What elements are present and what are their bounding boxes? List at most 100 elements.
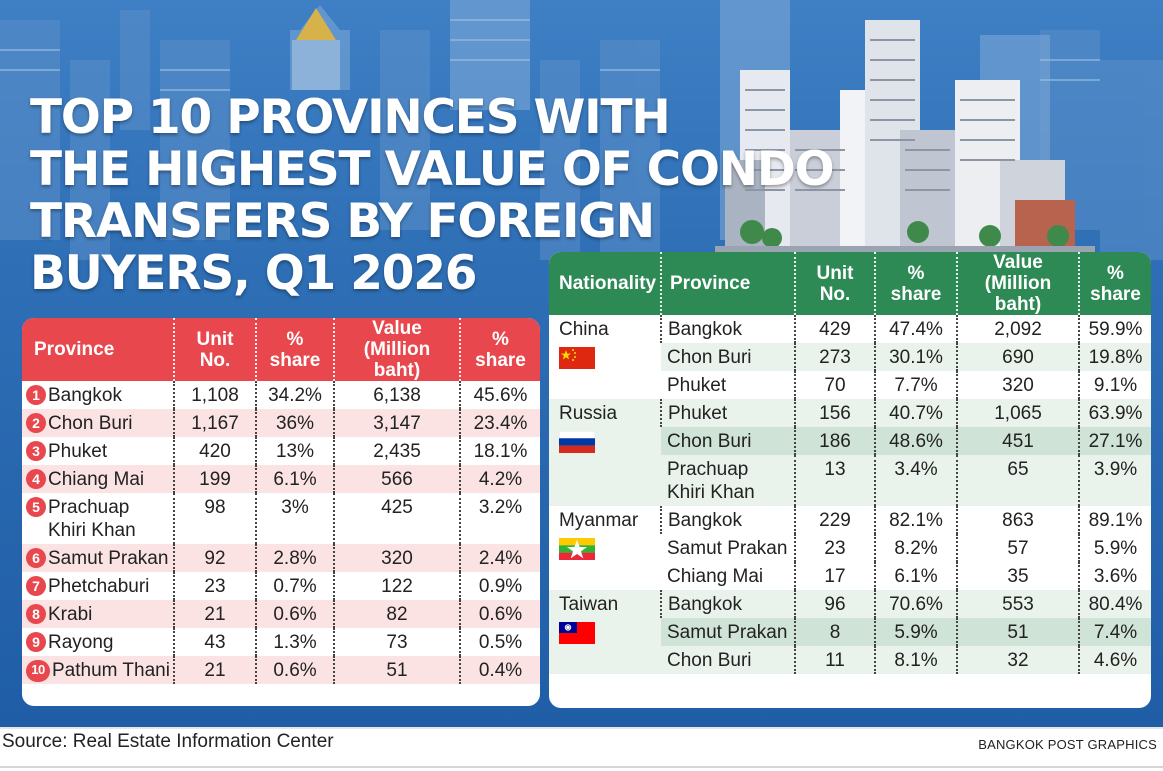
myanmar-flag-icon	[559, 538, 595, 560]
value-cell: 23.4%	[459, 409, 540, 437]
value-cell: 70	[794, 371, 875, 399]
value-cell: 17	[794, 562, 875, 590]
value-cell: 3%	[255, 493, 334, 544]
header-text: Value	[993, 252, 1043, 273]
value-cell: 0.4%	[459, 656, 540, 684]
table-row: Prachuap Khiri Khan 13 3.4% 65 3.9%	[549, 455, 1151, 506]
value-cell: 199	[173, 465, 256, 493]
header-text: %	[1107, 262, 1124, 284]
value-cell: 122	[333, 572, 460, 600]
value-cell: 40.7%	[874, 399, 957, 427]
value-cell: 3,147	[333, 409, 460, 437]
province-cell: Chon Buri	[667, 347, 752, 368]
table-row: 4 Chiang Mai 199 6.1% 566 4.2%	[22, 465, 540, 493]
value-cell: 82.1%	[874, 506, 957, 534]
rank-badge: 10	[26, 660, 50, 682]
province-cell: 1 Bangkok	[22, 381, 174, 409]
table-row: 8 Krabi 21 0.6% 82 0.6%	[22, 600, 540, 628]
value-cell: 7.7%	[874, 371, 957, 399]
province-cell: Bangkok	[660, 506, 795, 534]
value-cell: 186	[794, 427, 875, 455]
table-row: Myanmar Bangkok 229 82.1% 863 89.1%	[549, 506, 1151, 560]
table-row: 3 Phuket 420 13% 2,435 18.1%	[22, 437, 540, 465]
col-header-province: Province	[660, 252, 795, 315]
province-name: Bangkok	[48, 385, 122, 406]
value-cell: 1,167	[173, 409, 256, 437]
value-cell: 863	[956, 506, 1079, 534]
table-header-row: Province Unit No. % share Value (Million b…	[22, 318, 540, 381]
value-cell: 229	[794, 506, 875, 534]
header-text: Unit No.	[816, 262, 854, 305]
value-cell: 6,138	[333, 381, 460, 409]
value-cell: 48.6%	[874, 427, 957, 455]
title-line-4: BUYERS, Q1 2026	[30, 246, 477, 301]
value-cell: 8	[794, 618, 875, 646]
value-cell: 57	[956, 534, 1079, 562]
value-cell: 36%	[255, 409, 334, 437]
value-cell: 13%	[255, 437, 334, 465]
bottom-divider	[0, 766, 1163, 768]
value-cell: 4.6%	[1078, 646, 1151, 674]
header-text: Value	[372, 318, 422, 339]
rank-badge: 9	[26, 632, 46, 652]
table-row: 10 Pathum Thani 21 0.6% 51 0.4%	[22, 656, 540, 684]
province-name: Rayong	[48, 632, 114, 653]
col-header-unit: Unit No.	[173, 318, 256, 381]
title-line-1: TOP 10 PROVINCES WITH	[30, 90, 671, 145]
china-flag-icon	[559, 347, 595, 369]
value-cell: 21	[173, 600, 256, 628]
value-cell: 19.8%	[1078, 343, 1151, 371]
header-text: Province	[34, 339, 115, 360]
value-cell: 59.9%	[1078, 315, 1151, 343]
value-cell: 32	[956, 646, 1079, 674]
province-cell: 4 Chiang Mai	[22, 465, 174, 493]
value-cell: 320	[333, 544, 460, 572]
province-cell: 9 Rayong	[22, 628, 174, 656]
header-text: Province	[670, 273, 751, 294]
value-cell: 47.4%	[874, 315, 957, 343]
value-cell: 3.4%	[874, 455, 957, 506]
value-cell: 51	[333, 656, 460, 684]
rank-badge: 3	[26, 441, 46, 461]
province-cell: Bangkok	[660, 590, 795, 618]
value-cell: 27.1%	[1078, 427, 1151, 455]
col-header-province: Province	[22, 318, 174, 381]
table-row: 2 Chon Buri 1,167 36% 3,147 23.4%	[22, 409, 540, 437]
nationality-label: Myanmar	[559, 510, 639, 531]
header-text: (Million baht)	[984, 273, 1052, 315]
col-header-value: Value (Million baht)	[956, 252, 1079, 315]
province-cell: Chon Buri	[667, 650, 752, 671]
header-text: share	[475, 349, 526, 371]
province-cell: 8 Krabi	[22, 600, 174, 628]
value-cell: 82	[333, 600, 460, 628]
by-nationality-table: Nationality Province Unit No. % share Val…	[549, 252, 1151, 708]
rank-badge: 8	[26, 604, 46, 624]
value-cell: 1,065	[956, 399, 1079, 427]
value-cell: 3.2%	[459, 493, 540, 544]
value-cell: 2.4%	[459, 544, 540, 572]
nationality-cell: Taiwan	[549, 590, 661, 674]
table-row: Chiang Mai 17 6.1% 35 3.6%	[549, 562, 1151, 590]
value-cell: 8.1%	[874, 646, 957, 674]
value-cell: 2,092	[956, 315, 1079, 343]
province-cell: Samut Prakan	[667, 622, 788, 643]
value-cell: 3.6%	[1078, 562, 1151, 590]
value-cell: 21	[173, 656, 256, 684]
value-cell: 429	[794, 315, 875, 343]
value-cell: 451	[956, 427, 1079, 455]
table-row: Taiwan Bangkok 96 70.6% 553 80.4%	[549, 590, 1151, 674]
value-cell: 80.4%	[1078, 590, 1151, 618]
rank-badge: 6	[26, 548, 46, 568]
province-cell: 7 Phetchaburi	[22, 572, 174, 600]
nationality-label: Taiwan	[559, 594, 619, 615]
province-name: Krabi	[48, 604, 93, 625]
value-cell: 30.1%	[874, 343, 957, 371]
value-cell: 1,108	[173, 381, 256, 409]
province-cell: Chiang Mai	[667, 566, 764, 587]
header-text: %	[286, 328, 304, 350]
footer-divider	[0, 727, 1163, 729]
rank-badge: 7	[26, 576, 46, 596]
value-cell: 0.6%	[255, 600, 334, 628]
province-name: Chiang Mai	[48, 469, 145, 490]
value-cell: 320	[956, 371, 1079, 399]
